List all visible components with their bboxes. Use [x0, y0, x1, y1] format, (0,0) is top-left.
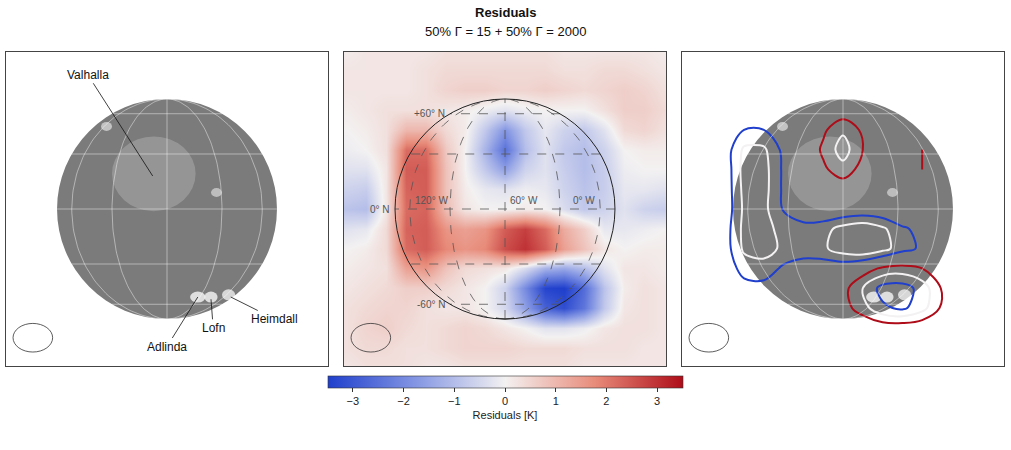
svg-text:Adlinda: Adlinda	[147, 340, 187, 354]
svg-text:Lofn: Lofn	[202, 321, 225, 335]
svg-text:60° W: 60° W	[510, 195, 538, 206]
svg-text:0° W: 0° W	[573, 195, 595, 206]
svg-text:−2: −2	[397, 395, 410, 407]
svg-text:3: 3	[654, 395, 660, 407]
svg-text:0: 0	[502, 395, 508, 407]
svg-text:−1: −1	[448, 395, 461, 407]
svg-text:2: 2	[603, 395, 609, 407]
svg-text:Heimdall: Heimdall	[251, 312, 298, 326]
svg-text:Residuals: Residuals	[475, 5, 536, 20]
svg-text:120° W: 120° W	[415, 195, 448, 206]
svg-text:50% Γ = 15 + 50% Γ = 2000: 50% Γ = 15 + 50% Γ = 2000	[425, 24, 586, 39]
svg-text:0° N: 0° N	[370, 204, 390, 215]
svg-text:+60° N: +60° N	[414, 108, 445, 119]
svg-text:Valhalla: Valhalla	[67, 68, 109, 82]
svg-text:−3: −3	[347, 395, 360, 407]
svg-text:-60° N: -60° N	[417, 299, 445, 310]
svg-text:1: 1	[553, 395, 559, 407]
svg-text:Residuals [K]: Residuals [K]	[473, 409, 538, 421]
